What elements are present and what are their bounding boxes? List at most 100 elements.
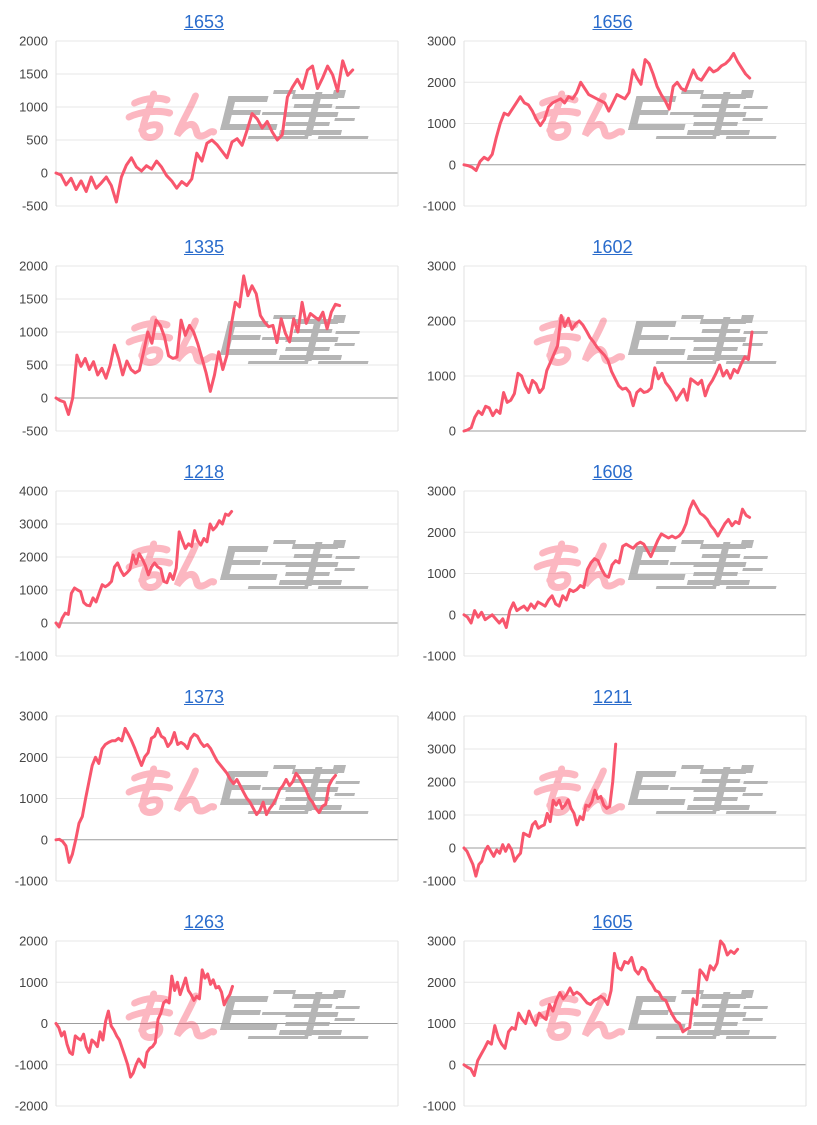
machine-number-link[interactable]: 1211 bbox=[593, 687, 632, 708]
y-axis-tick-label: 2000 bbox=[427, 75, 456, 90]
chart-cell: 1653 2000 1500 1000 500 0 -500 bbox=[0, 0, 408, 225]
chart-cell: 1211 4000 3000 2000 1000 0 -1000 bbox=[408, 675, 817, 900]
y-axis-tick-label: 1500 bbox=[19, 292, 48, 307]
y-axis-tick-label: 1000 bbox=[19, 100, 48, 115]
y-axis-tick-label: 3000 bbox=[19, 517, 48, 532]
chart-title-row: 1335 bbox=[0, 225, 408, 258]
chart-title-row: 1602 bbox=[408, 225, 817, 258]
y-axis-tick-label: 1000 bbox=[19, 583, 48, 598]
y-axis-tick-label: 0 bbox=[449, 841, 456, 856]
y-axis-tick-label: 0 bbox=[41, 166, 48, 181]
y-axis-tick-label: 1500 bbox=[19, 67, 48, 82]
y-axis-tick-label: -1000 bbox=[423, 649, 456, 664]
slump-line-graph: 3000 2000 1000 0 -1000 bbox=[423, 484, 807, 664]
slump-line bbox=[54, 726, 337, 864]
machine-number-link[interactable]: 1605 bbox=[592, 912, 633, 933]
y-axis-tick-label: 0 bbox=[41, 832, 48, 847]
chart-title-row: 1608 bbox=[408, 450, 817, 483]
chart-title-row: 1653 bbox=[0, 0, 408, 33]
watermark-logo bbox=[125, 90, 369, 141]
chart-title-row: 1211 bbox=[408, 675, 817, 708]
y-axis-tick-label: 1000 bbox=[19, 975, 48, 990]
slump-line-graph: 3000 2000 1000 0 bbox=[427, 259, 807, 439]
y-axis-tick-label: 1000 bbox=[427, 808, 456, 823]
watermark-logo bbox=[125, 990, 369, 1041]
y-axis-tick-label: -1000 bbox=[423, 1099, 456, 1114]
y-axis-tick-label: 2000 bbox=[427, 314, 456, 329]
y-axis-tick-label: 2000 bbox=[19, 934, 48, 949]
watermark-logo bbox=[533, 765, 777, 816]
y-axis-tick-label: 2000 bbox=[19, 550, 48, 565]
y-axis-tick-label: 3000 bbox=[427, 259, 456, 274]
machine-number-link[interactable]: 1335 bbox=[183, 237, 225, 258]
y-axis-tick-label: -500 bbox=[22, 424, 48, 439]
chart-title-row: 1218 bbox=[0, 450, 408, 483]
chart-title-row: 1373 bbox=[0, 675, 408, 708]
machine-number-link[interactable]: 1373 bbox=[183, 687, 225, 708]
y-axis-tick-label: -1000 bbox=[423, 199, 456, 214]
chart-title-row: 1656 bbox=[408, 0, 817, 33]
machine-number-link[interactable]: 1656 bbox=[592, 12, 633, 33]
y-axis-tick-label: 2000 bbox=[427, 775, 456, 790]
watermark-logo bbox=[533, 540, 777, 591]
y-axis-tick-label: 1000 bbox=[19, 791, 48, 806]
chart-cell: 1605 3000 2000 1000 0 -1000 bbox=[408, 900, 817, 1125]
y-axis-tick-label: 1000 bbox=[427, 566, 456, 581]
slump-line-graph: 3000 2000 1000 0 -1000 bbox=[15, 709, 399, 889]
slump-line bbox=[462, 51, 752, 172]
y-axis-tick-label: 0 bbox=[41, 1016, 48, 1031]
machine-number-link[interactable]: 1263 bbox=[183, 912, 225, 933]
y-axis-tick-label: -1000 bbox=[15, 649, 48, 664]
slump-line bbox=[54, 59, 355, 204]
y-axis-tick-label: 1000 bbox=[19, 325, 48, 340]
y-axis-tick-label: 1000 bbox=[427, 1016, 456, 1031]
y-axis-tick-label: -1000 bbox=[15, 1057, 48, 1072]
chart-cell: 1602 3000 2000 1000 0 bbox=[408, 225, 817, 450]
slump-line bbox=[54, 968, 234, 1079]
y-axis-tick-label: 500 bbox=[26, 133, 48, 148]
chart-cell: 1218 4000 3000 2000 1000 0 -1000 bbox=[0, 450, 408, 675]
chart-title-row: 1605 bbox=[408, 900, 817, 933]
y-axis-tick-label: 0 bbox=[41, 616, 48, 631]
y-axis-tick-label: 3000 bbox=[427, 484, 456, 499]
slump-line bbox=[462, 314, 754, 433]
slump-line bbox=[462, 939, 740, 1077]
chart-cell: 1335 2000 1500 1000 500 0 -500 bbox=[0, 225, 408, 450]
slump-line-graph: 2000 1500 1000 500 0 -500 bbox=[19, 34, 399, 214]
slump-line bbox=[54, 510, 234, 629]
y-axis-tick-label: 0 bbox=[449, 157, 456, 172]
y-axis-tick-label: 1000 bbox=[427, 369, 456, 384]
y-axis-tick-label: 0 bbox=[449, 607, 456, 622]
watermark-logo bbox=[125, 765, 369, 816]
y-axis-tick-label: 0 bbox=[449, 1057, 456, 1072]
machine-number-link[interactable]: 1608 bbox=[592, 462, 633, 483]
y-axis-tick-label: 4000 bbox=[427, 709, 456, 724]
watermark-logo bbox=[533, 990, 777, 1041]
chart-cell: 1656 3000 2000 1000 0 -1000 bbox=[408, 0, 817, 225]
slump-line-graph: 3000 2000 1000 0 -1000 bbox=[423, 34, 807, 214]
y-axis-tick-label: 3000 bbox=[19, 709, 48, 724]
y-axis-tick-label: 0 bbox=[41, 391, 48, 406]
y-axis-tick-label: 4000 bbox=[19, 484, 48, 499]
machine-number-link[interactable]: 1218 bbox=[183, 462, 225, 483]
y-axis-tick-label: 2000 bbox=[19, 34, 48, 49]
y-axis-tick-label: -500 bbox=[22, 199, 48, 214]
y-axis-tick-label: 2000 bbox=[19, 750, 48, 765]
y-axis-tick-label: 1000 bbox=[427, 116, 456, 131]
y-axis-tick-label: -1000 bbox=[423, 874, 456, 889]
machine-number-link[interactable]: 1602 bbox=[592, 237, 633, 258]
y-axis-tick-label: 3000 bbox=[427, 34, 456, 49]
machine-number-link[interactable]: 1653 bbox=[183, 12, 225, 33]
chart-cell: 1608 3000 2000 1000 0 -1000 bbox=[408, 450, 817, 675]
slump-line-graph: 3000 2000 1000 0 -1000 bbox=[423, 934, 807, 1114]
y-axis-tick-label: -2000 bbox=[15, 1099, 48, 1114]
slump-line bbox=[54, 274, 342, 416]
slump-line-graph: 4000 3000 2000 1000 0 -1000 bbox=[423, 709, 807, 889]
y-axis-tick-label: 0 bbox=[449, 424, 456, 439]
y-axis-tick-label: 3000 bbox=[427, 742, 456, 757]
slump-line-graph: 2000 1500 1000 500 0 -500 bbox=[19, 259, 399, 439]
y-axis-tick-label: 2000 bbox=[427, 525, 456, 540]
y-axis-tick-label: 500 bbox=[26, 358, 48, 373]
slump-line bbox=[462, 499, 752, 629]
